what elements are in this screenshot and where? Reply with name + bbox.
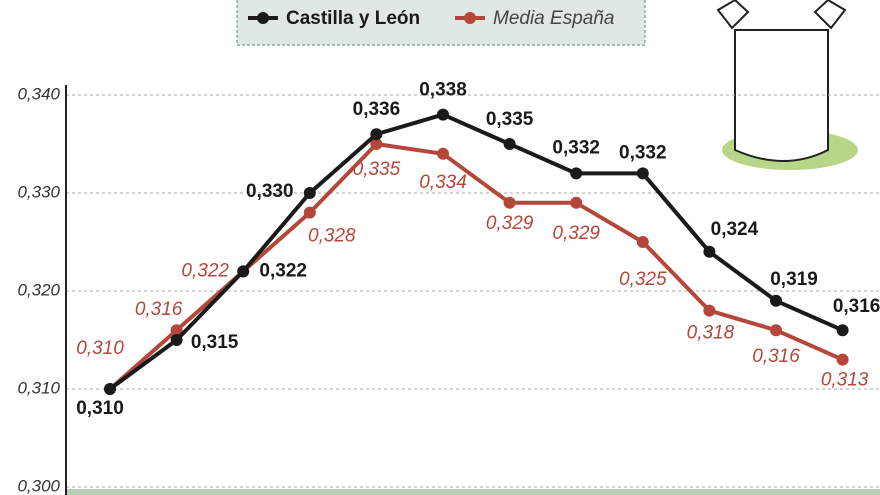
value-label: 0,313 <box>821 370 869 391</box>
value-label: 0,338 <box>419 80 467 101</box>
point <box>703 304 716 317</box>
point <box>370 138 383 150</box>
value-label: 0,332 <box>552 137 600 158</box>
point <box>104 383 116 395</box>
value-label: 0,319 <box>770 269 818 290</box>
point <box>303 187 316 199</box>
point <box>303 206 316 219</box>
y-tick-label: 0,320 <box>17 280 60 299</box>
series-line <box>108 112 844 391</box>
point <box>636 236 649 248</box>
value-label: 0,334 <box>419 172 467 193</box>
y-tick-label: 0,330 <box>17 182 60 201</box>
value-label: 0,336 <box>353 99 401 120</box>
point <box>703 245 716 258</box>
point <box>636 167 649 180</box>
point <box>836 353 849 366</box>
point <box>170 324 183 337</box>
legend-swatch-dot <box>464 12 476 24</box>
y-tick-label: 0,310 <box>17 378 60 397</box>
value-label: 0,329 <box>486 213 534 234</box>
legend-box <box>236 0 646 46</box>
point <box>570 167 583 180</box>
point <box>437 108 449 121</box>
value-label: 0,310 <box>76 338 124 359</box>
value-label: 0,316 <box>752 346 800 367</box>
point <box>836 324 849 337</box>
legend-label: Castilla y León <box>286 8 420 29</box>
milk-can-icon <box>716 0 858 170</box>
point <box>370 128 383 141</box>
y-tick-label: 0,340 <box>17 84 60 103</box>
legend: Castilla y León Media España <box>236 0 646 46</box>
value-label: 0,329 <box>552 223 600 244</box>
value-label: 0,316 <box>833 296 880 317</box>
value-label: 0,316 <box>135 299 183 320</box>
point <box>437 147 449 160</box>
y-tick-label: 0,300 <box>17 476 60 495</box>
point <box>570 196 583 209</box>
value-label: 0,335 <box>353 159 401 180</box>
value-label: 0,318 <box>687 323 735 344</box>
value-label: 0,328 <box>308 226 356 247</box>
point <box>770 324 782 337</box>
value-label: 0,322 <box>259 260 307 281</box>
legend-swatch-dot <box>257 12 269 24</box>
point <box>503 196 516 209</box>
value-label: 0,330 <box>246 181 294 202</box>
value-label: 0,310 <box>76 398 124 419</box>
point <box>770 294 782 307</box>
point <box>170 334 183 346</box>
value-label: 0,322 <box>181 260 229 281</box>
value-label: 0,325 <box>619 269 667 290</box>
value-label: 0,315 <box>191 332 239 353</box>
point <box>503 138 516 150</box>
point <box>237 265 250 278</box>
value-label: 0,335 <box>486 109 534 130</box>
value-label: 0,332 <box>619 142 667 163</box>
legend-label: Media España <box>493 8 614 29</box>
value-label: 0,324 <box>711 219 759 240</box>
bottom-strip <box>66 489 880 495</box>
